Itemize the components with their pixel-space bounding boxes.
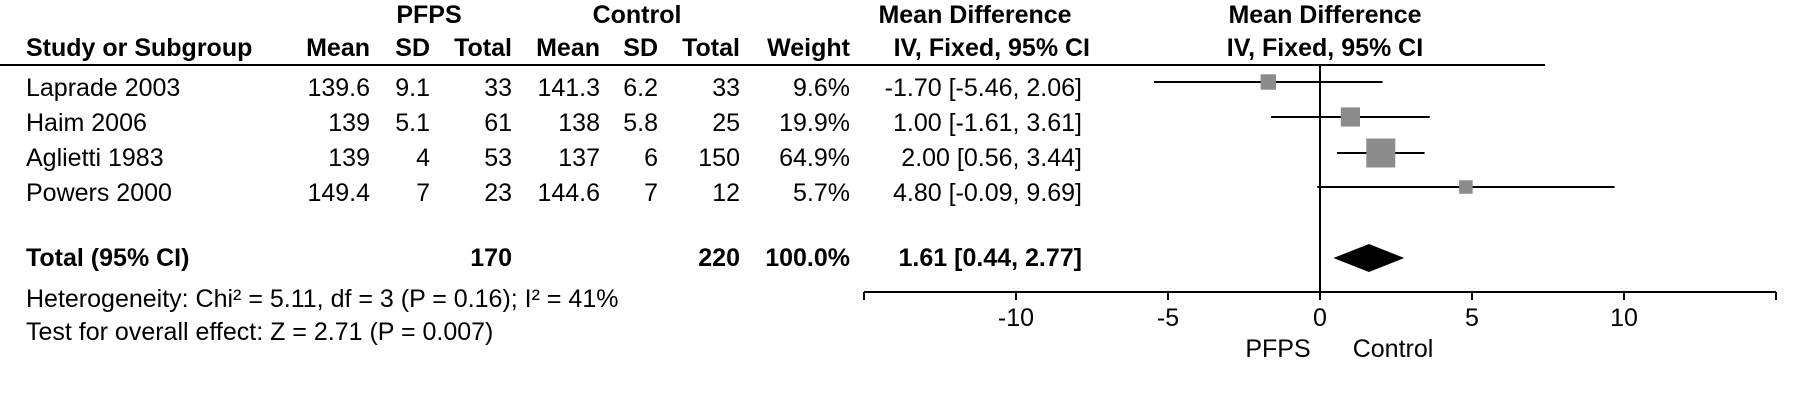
study-name: Haim 2006 bbox=[26, 109, 147, 137]
axis-label-right: Control bbox=[1352, 335, 1434, 363]
group1-header: PFPS bbox=[396, 1, 462, 29]
sd1-cell: 4 bbox=[416, 144, 430, 172]
mean1-header: Mean bbox=[306, 34, 370, 62]
total2-cell: 33 bbox=[712, 74, 740, 102]
weight-header: Weight bbox=[767, 34, 850, 62]
sd1-cell: 7 bbox=[416, 179, 430, 207]
mean1-cell: 149.4 bbox=[307, 179, 370, 207]
total1-cell: 53 bbox=[484, 144, 512, 172]
total-ci: 1.61 [0.44, 2.77] bbox=[898, 244, 1082, 272]
weight-cell: 64.9% bbox=[779, 144, 850, 172]
weight-cell: 5.7% bbox=[793, 179, 850, 207]
mean2-cell: 138 bbox=[558, 109, 600, 137]
mean1-cell: 139 bbox=[328, 109, 370, 137]
total1-header: Total bbox=[454, 34, 512, 62]
mean2-cell: 137 bbox=[558, 144, 600, 172]
study-column-header: Study or Subgroup bbox=[26, 34, 253, 62]
mean1-cell: 139.6 bbox=[307, 74, 370, 102]
sd2-cell: 6 bbox=[644, 144, 658, 172]
study-name: Powers 2000 bbox=[26, 179, 172, 207]
pooled-diamond bbox=[1333, 244, 1405, 272]
total2-cell: 150 bbox=[698, 144, 740, 172]
x-tick-label: 5 bbox=[1465, 304, 1479, 332]
ci-cell: 1.00 [-1.61, 3.61] bbox=[892, 109, 1082, 137]
axis-label-left: PFPS bbox=[1245, 335, 1311, 363]
mean2-cell: 141.3 bbox=[537, 74, 600, 102]
sd2-cell: 7 bbox=[644, 179, 658, 207]
ci-cell: -1.70 [-5.46, 2.06] bbox=[884, 74, 1082, 102]
group2-header: Control bbox=[592, 1, 682, 29]
total1-cell: 23 bbox=[484, 179, 512, 207]
effect-square bbox=[1340, 107, 1360, 127]
header-divider bbox=[0, 64, 1545, 66]
weight-cell: 19.9% bbox=[779, 109, 850, 137]
total2-cell: 25 bbox=[712, 109, 740, 137]
sd2-cell: 5.8 bbox=[623, 109, 658, 137]
ci-cell: 4.80 [-0.09, 9.69] bbox=[892, 179, 1082, 207]
effect-square bbox=[1459, 180, 1473, 194]
total1-value: 170 bbox=[470, 244, 512, 272]
total-label: Total (95% CI) bbox=[26, 244, 190, 272]
x-tick-label: -5 bbox=[1157, 304, 1179, 332]
mean2-cell: 144.6 bbox=[537, 179, 600, 207]
sd1-header: SD bbox=[395, 34, 430, 62]
study-name: Laprade 2003 bbox=[26, 74, 181, 102]
x-tick-label: 10 bbox=[1610, 304, 1638, 332]
method-header: IV, Fixed, 95% CI bbox=[893, 34, 1090, 62]
total-weight: 100.0% bbox=[765, 244, 850, 272]
sd1-cell: 9.1 bbox=[395, 74, 430, 102]
effect-square bbox=[1366, 138, 1396, 168]
mean2-header: Mean bbox=[536, 34, 600, 62]
md-title: Mean Difference bbox=[878, 1, 1072, 29]
x-tick-label: 0 bbox=[1313, 304, 1327, 332]
weight-cell: 9.6% bbox=[793, 74, 850, 102]
sd2-header: SD bbox=[623, 34, 658, 62]
total2-cell: 12 bbox=[712, 179, 740, 207]
plot-title: Mean Difference bbox=[1228, 1, 1422, 29]
effect-square bbox=[1260, 74, 1277, 90]
overall-effect-text: Test for overall effect: Z = 2.71 (P = 0… bbox=[26, 318, 494, 346]
plot-method-header: IV, Fixed, 95% CI bbox=[1226, 34, 1424, 62]
sd2-cell: 6.2 bbox=[623, 74, 658, 102]
heterogeneity-text: Heterogeneity: Chi² = 5.11, df = 3 (P = … bbox=[26, 285, 619, 313]
total2-value: 220 bbox=[698, 244, 740, 272]
mean1-cell: 139 bbox=[328, 144, 370, 172]
total1-cell: 33 bbox=[484, 74, 512, 102]
total2-header: Total bbox=[682, 34, 740, 62]
sd1-cell: 5.1 bbox=[395, 109, 430, 137]
x-tick-label: -10 bbox=[998, 304, 1034, 332]
study-name: Aglietti 1983 bbox=[26, 144, 164, 172]
total1-cell: 61 bbox=[484, 109, 512, 137]
ci-cell: 2.00 [0.56, 3.44] bbox=[901, 144, 1082, 172]
